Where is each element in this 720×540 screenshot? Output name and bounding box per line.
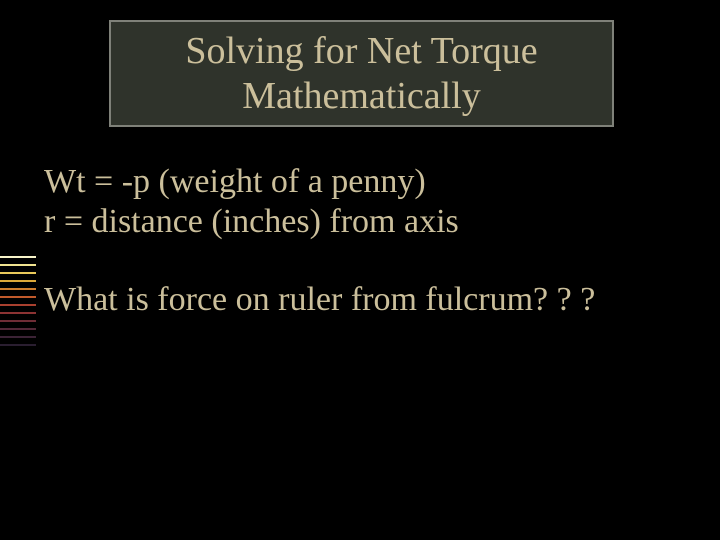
ladder-rung (0, 288, 36, 290)
title-line-1: Solving for Net Torque (185, 29, 537, 74)
ladder-rung (0, 296, 36, 298)
ladder-rung (0, 256, 36, 258)
ladder-rung (0, 304, 36, 306)
body-line: r = distance (inches) from axis (44, 202, 684, 242)
ladder-rung (0, 312, 36, 314)
ladder-rung (0, 336, 36, 338)
decorative-ladder (0, 256, 36, 352)
title-box: Solving for Net Torque Mathematically (109, 20, 614, 127)
ladder-rung (0, 264, 36, 266)
ladder-rung (0, 320, 36, 322)
body-line: What is force on ruler from fulcrum? ? ? (44, 280, 684, 320)
title-line-2: Mathematically (242, 74, 480, 119)
body-blank-line (44, 242, 684, 280)
ladder-rung (0, 272, 36, 274)
ladder-rung (0, 328, 36, 330)
slide: Solving for Net Torque Mathematically Wt… (0, 0, 720, 540)
ladder-rung (0, 280, 36, 282)
ladder-rung (0, 344, 36, 346)
body-line: Wt = -p (weight of a penny) (44, 162, 684, 202)
body-text: Wt = -p (weight of a penny) r = distance… (44, 162, 684, 320)
